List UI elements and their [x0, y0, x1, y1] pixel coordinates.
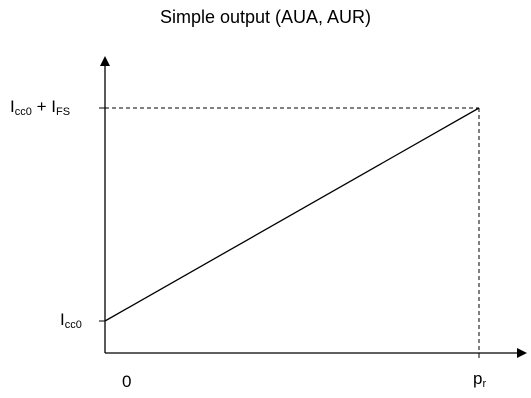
- x-label-end-main: p: [473, 369, 483, 388]
- x-label-end: pr: [473, 369, 487, 390]
- y-label-top-main: I: [10, 97, 15, 116]
- x-label-origin: 0: [122, 372, 132, 391]
- y-label-bottom: Icc0: [60, 310, 82, 331]
- x-label-end-sub: r: [482, 378, 487, 390]
- output-line: [104, 107, 480, 322]
- diagram-title: Simple output (AUA, AUR): [159, 7, 372, 27]
- y-label-top-sub2: FS: [55, 106, 71, 118]
- y-label-bottom-sub: cc0: [64, 319, 82, 331]
- y-label-top: Icc0 + IFS: [10, 97, 71, 118]
- y-label-top-plus: + I: [31, 97, 56, 116]
- y-label-top-sub1: cc0: [14, 106, 32, 118]
- y-label-bottom-main: I: [60, 310, 65, 329]
